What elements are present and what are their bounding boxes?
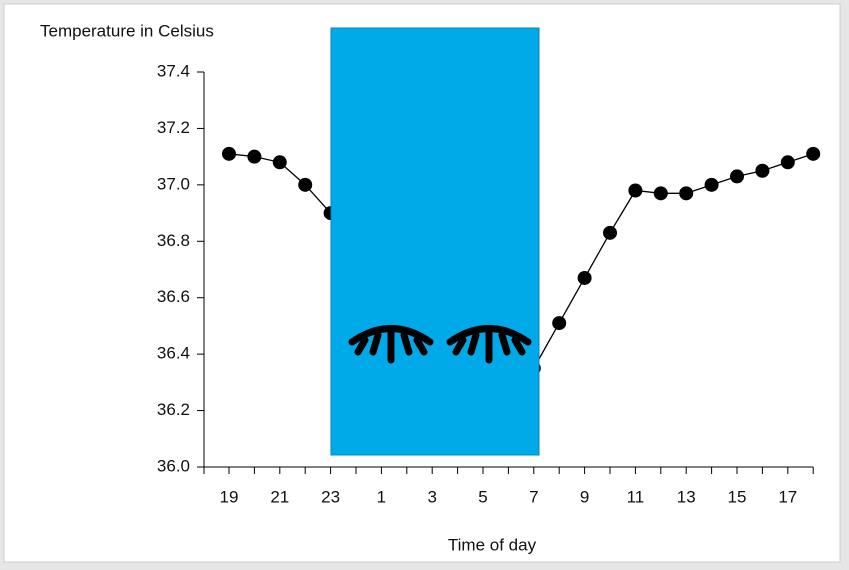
- x-tick-label: 9: [580, 487, 589, 506]
- point: [780, 155, 795, 170]
- y-tick-label: 36.4: [157, 344, 190, 363]
- y-tick-label: 37.2: [157, 118, 190, 137]
- point: [704, 177, 719, 192]
- x-tick-label: 21: [270, 487, 289, 506]
- point: [577, 270, 592, 285]
- x-tick-label: 1: [377, 487, 386, 506]
- x-tick-label: 17: [778, 487, 797, 506]
- point: [806, 146, 821, 161]
- x-tick-label: 19: [220, 487, 239, 506]
- y-tick-label: 36.2: [157, 400, 190, 419]
- x-axis-title: Time of day: [448, 535, 537, 554]
- point: [298, 177, 313, 192]
- y-tick-label: 36.6: [157, 287, 190, 306]
- x-tick-label: 15: [728, 487, 747, 506]
- point: [730, 169, 744, 184]
- point: [679, 186, 694, 201]
- point: [222, 146, 236, 161]
- x-tick-label: 13: [677, 487, 696, 506]
- x-tick-label: 5: [478, 487, 487, 506]
- x-tick-label: 7: [529, 487, 538, 506]
- y-tick-label: 36.0: [157, 456, 190, 475]
- point: [272, 155, 287, 170]
- point: [755, 163, 770, 178]
- sleep-overlay: [330, 27, 540, 456]
- y-axis-title: Temperature in Celsius: [40, 21, 214, 40]
- point: [247, 149, 262, 164]
- x-tick-label: 3: [427, 487, 436, 506]
- y-tick-label: 37.4: [157, 61, 190, 80]
- x-tick-label: 23: [321, 487, 340, 506]
- sleep-band: [330, 27, 540, 456]
- point: [628, 183, 643, 198]
- y-tick-label: 37.0: [157, 174, 190, 193]
- y-tick-label: 36.8: [157, 231, 190, 250]
- point: [552, 316, 567, 331]
- point: [603, 225, 617, 240]
- closed-eyes: [348, 325, 532, 364]
- point: [653, 186, 668, 201]
- x-tick-label: 11: [627, 487, 645, 506]
- plot: 36.036.236.436.636.837.037.237.419 21 23 1 3…: [157, 61, 821, 506]
